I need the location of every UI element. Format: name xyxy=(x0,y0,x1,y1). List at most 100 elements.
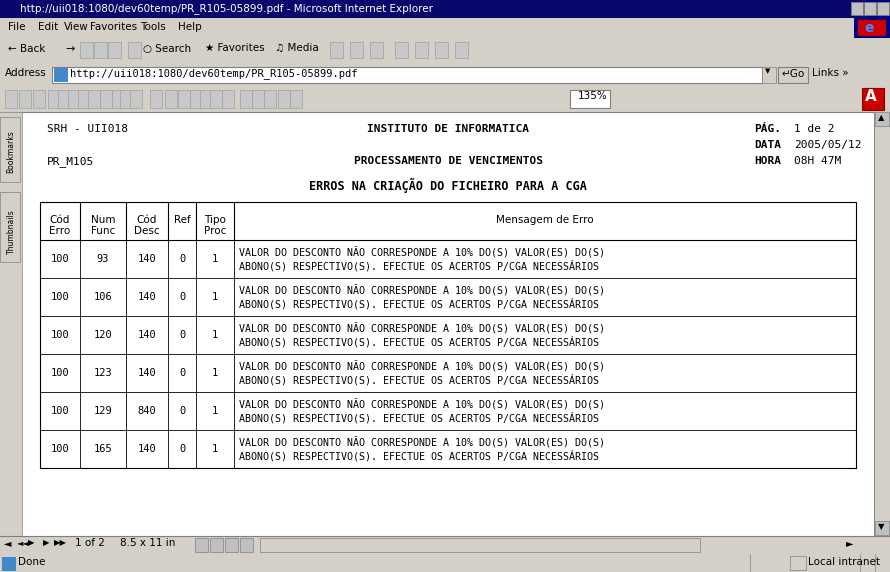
Bar xyxy=(100,90,112,108)
Bar xyxy=(240,538,253,552)
Text: ▶▶: ▶▶ xyxy=(54,538,67,547)
Text: 1: 1 xyxy=(212,444,218,454)
Text: ABONO(S) RESPECTIVO(S). EFECTUE OS ACERTOS P/CGA NECESSÁRIOS: ABONO(S) RESPECTIVO(S). EFECTUE OS ACERT… xyxy=(239,260,599,272)
Text: Thumbnails: Thumbnails xyxy=(6,209,15,255)
Text: Ref: Ref xyxy=(174,215,190,225)
Text: VALOR DO DESCONTO NÃO CORRESPONDE A 10% DO(S) VALOR(ES) DO(S): VALOR DO DESCONTO NÃO CORRESPONDE A 10% … xyxy=(239,323,605,335)
Bar xyxy=(851,2,863,15)
Text: 8.5 x 11 in: 8.5 x 11 in xyxy=(120,538,175,548)
Bar xyxy=(210,90,222,108)
Bar xyxy=(854,18,890,38)
Text: PROCESSAMENTO DE VENCIMENTOS: PROCESSAMENTO DE VENCIMENTOS xyxy=(353,156,543,166)
Bar xyxy=(350,42,363,58)
Bar xyxy=(415,42,428,58)
Bar xyxy=(778,67,808,83)
Bar xyxy=(195,538,208,552)
Bar xyxy=(40,202,856,240)
Text: ►: ► xyxy=(846,538,854,548)
Text: 1 of 2: 1 of 2 xyxy=(75,538,105,548)
Text: Links »: Links » xyxy=(812,68,849,78)
Bar xyxy=(0,18,890,38)
Text: INSTITUTO DE INFORMATICA: INSTITUTO DE INFORMATICA xyxy=(367,124,529,134)
Text: 100: 100 xyxy=(51,254,69,264)
Bar xyxy=(264,90,276,108)
Text: http://uii018:1080/dev60temp/PR_R105-05899.pdf: http://uii018:1080/dev60temp/PR_R105-058… xyxy=(70,68,358,79)
Bar xyxy=(330,42,343,58)
Text: 140: 140 xyxy=(138,330,157,340)
Text: 100: 100 xyxy=(51,330,69,340)
Bar xyxy=(0,38,890,64)
Text: Cód: Cód xyxy=(137,215,158,225)
Text: ↵Go: ↵Go xyxy=(781,69,805,79)
Text: VALOR DO DESCONTO NÃO CORRESPONDE A 10% DO(S) VALOR(ES) DO(S): VALOR DO DESCONTO NÃO CORRESPONDE A 10% … xyxy=(239,399,605,410)
Bar xyxy=(370,42,383,58)
Text: Func: Func xyxy=(91,226,115,236)
Bar xyxy=(0,86,890,112)
Bar xyxy=(128,42,141,58)
Bar xyxy=(94,42,107,58)
Bar xyxy=(78,90,90,108)
Bar xyxy=(190,90,202,108)
Bar xyxy=(222,90,234,108)
Text: 120: 120 xyxy=(93,330,112,340)
Text: ABONO(S) RESPECTIVO(S). EFECTUE OS ACERTOS P/CGA NECESSÁRIOS: ABONO(S) RESPECTIVO(S). EFECTUE OS ACERT… xyxy=(239,336,599,348)
Bar xyxy=(19,90,31,108)
Text: 0: 0 xyxy=(179,292,185,302)
Bar xyxy=(252,90,264,108)
Text: 1 de 2: 1 de 2 xyxy=(794,124,835,134)
Text: SRH - UII018: SRH - UII018 xyxy=(47,124,128,134)
Bar xyxy=(0,536,890,554)
Text: ○ Search: ○ Search xyxy=(143,44,191,54)
Bar xyxy=(866,0,890,18)
Text: Cód: Cód xyxy=(50,215,70,225)
Text: 0: 0 xyxy=(179,254,185,264)
Text: 165: 165 xyxy=(93,444,112,454)
Text: ← Back: ← Back xyxy=(8,44,45,54)
Bar xyxy=(0,192,20,262)
Bar xyxy=(200,90,212,108)
Text: Tipo: Tipo xyxy=(204,215,226,225)
Bar xyxy=(33,90,45,108)
Text: ★ Favorites: ★ Favorites xyxy=(205,43,264,53)
Bar xyxy=(22,112,874,536)
Bar xyxy=(570,90,610,108)
Text: 1: 1 xyxy=(212,292,218,302)
Bar xyxy=(0,64,890,86)
Text: DATA: DATA xyxy=(754,140,781,150)
Text: 2005/05/12: 2005/05/12 xyxy=(794,140,862,150)
Bar xyxy=(875,112,889,126)
Text: View: View xyxy=(64,22,89,32)
Text: VALOR DO DESCONTO NÃO CORRESPONDE A 10% DO(S) VALOR(ES) DO(S): VALOR DO DESCONTO NÃO CORRESPONDE A 10% … xyxy=(239,437,605,448)
Bar xyxy=(395,42,408,58)
Text: 106: 106 xyxy=(93,292,112,302)
Bar xyxy=(790,556,806,570)
Text: ♫ Media: ♫ Media xyxy=(275,43,319,53)
Bar xyxy=(2,557,16,571)
Text: ABONO(S) RESPECTIVO(S). EFECTUE OS ACERTOS P/CGA NECESSÁRIOS: ABONO(S) RESPECTIVO(S). EFECTUE OS ACERT… xyxy=(239,412,599,423)
Text: 0: 0 xyxy=(179,368,185,378)
Text: 140: 140 xyxy=(138,368,157,378)
Text: 1: 1 xyxy=(212,254,218,264)
Bar xyxy=(877,2,889,15)
Text: 100: 100 xyxy=(51,444,69,454)
Text: →: → xyxy=(65,44,75,54)
Bar xyxy=(290,90,302,108)
Bar xyxy=(52,67,762,83)
Bar xyxy=(858,20,886,36)
Text: 135%: 135% xyxy=(578,91,608,101)
Text: VALOR DO DESCONTO NÃO CORRESPONDE A 10% DO(S) VALOR(ES) DO(S): VALOR DO DESCONTO NÃO CORRESPONDE A 10% … xyxy=(239,361,605,372)
Text: PR_M105: PR_M105 xyxy=(47,156,94,167)
Bar xyxy=(0,112,22,536)
Text: Edit: Edit xyxy=(38,22,58,32)
Text: 100: 100 xyxy=(51,406,69,416)
Text: 140: 140 xyxy=(138,292,157,302)
Text: ▼: ▼ xyxy=(878,522,885,531)
Bar xyxy=(225,538,238,552)
Bar xyxy=(435,42,448,58)
Text: ▶: ▶ xyxy=(28,538,35,547)
Text: File: File xyxy=(8,22,26,32)
Text: 129: 129 xyxy=(93,406,112,416)
Text: 1: 1 xyxy=(212,406,218,416)
Text: ERROS NA CRIAÇÃO DO FICHEIRO PARA A CGA: ERROS NA CRIAÇÃO DO FICHEIRO PARA A CGA xyxy=(309,178,587,193)
Text: ◄◄: ◄◄ xyxy=(17,538,30,547)
